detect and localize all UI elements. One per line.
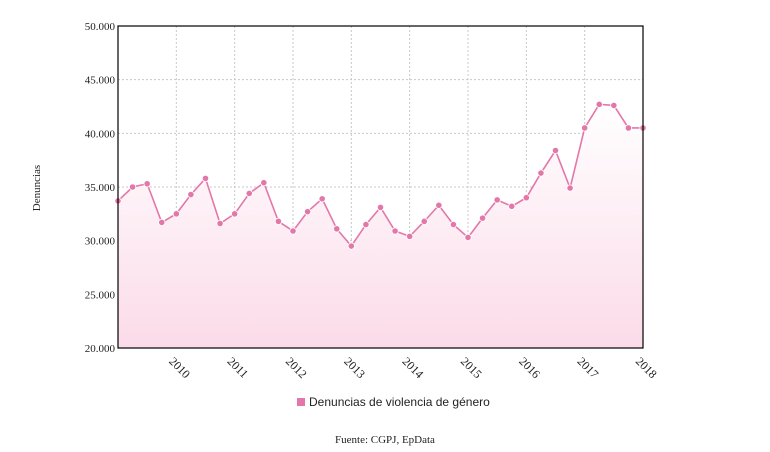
y-tick-label: 50.000: [85, 21, 116, 33]
data-point[interactable]: [478, 214, 487, 222]
data-point[interactable]: [260, 179, 268, 187]
x-tick-label: 2014: [400, 354, 427, 381]
legend[interactable]: Denuncias de violencia de género: [297, 395, 490, 409]
data-point[interactable]: [508, 202, 516, 210]
data-point[interactable]: [216, 219, 224, 228]
data-point[interactable]: [551, 146, 560, 155]
y-tick-label: 25.000: [85, 289, 116, 301]
x-tick-label: 2011: [225, 354, 252, 381]
data-point[interactable]: [201, 174, 210, 183]
y-tick-label: 30.000: [85, 236, 116, 248]
data-point[interactable]: [143, 180, 151, 188]
y-tick-label: 40.000: [85, 128, 116, 140]
data-point[interactable]: [610, 101, 618, 110]
data-point[interactable]: [406, 232, 414, 240]
y-axis-label: Denuncias: [31, 165, 43, 211]
data-point[interactable]: [303, 208, 312, 216]
data-point[interactable]: [289, 227, 297, 235]
data-point[interactable]: [362, 220, 370, 229]
data-point[interactable]: [464, 233, 472, 242]
data-point[interactable]: [537, 169, 545, 177]
x-tick-label: 2012: [283, 354, 310, 381]
legend-swatch: [297, 398, 305, 406]
data-point[interactable]: [274, 217, 283, 225]
y-axis-ticks: 20.000 25.000 30.000 35.000 40.000 45.000 50.0…: [85, 21, 116, 355]
y-tick-label: 45.000: [85, 75, 116, 87]
data-point[interactable]: [376, 203, 385, 211]
series-area: [118, 104, 643, 348]
data-point[interactable]: [245, 189, 253, 198]
data-point[interactable]: [435, 201, 443, 209]
data-point[interactable]: [522, 194, 530, 202]
data-point[interactable]: [333, 225, 341, 233]
data-point[interactable]: [318, 195, 326, 203]
x-tick-label: 2016: [516, 354, 543, 381]
data-point[interactable]: [566, 184, 574, 192]
data-point[interactable]: [493, 196, 501, 204]
plot-frame: [117, 25, 644, 349]
data-point[interactable]: [449, 220, 458, 229]
data-point[interactable]: [347, 242, 355, 250]
x-tick-label: 2015: [458, 354, 485, 381]
x-tick-label: 2010: [166, 354, 193, 381]
data-point[interactable]: [624, 124, 633, 132]
data-point[interactable]: [158, 218, 166, 227]
x-tick-label: 2018: [633, 354, 660, 381]
data-point[interactable]: [581, 124, 589, 132]
data-point[interactable]: [128, 183, 137, 191]
source-note: Fuente: CGPJ, EpData: [335, 434, 435, 446]
data-point[interactable]: [391, 227, 399, 235]
x-tick-label: 2017: [575, 354, 602, 381]
data-point[interactable]: [420, 217, 428, 225]
y-tick-label: 35.000: [85, 182, 116, 194]
data-point[interactable]: [595, 100, 603, 108]
data-point[interactable]: [187, 190, 195, 199]
y-tick-label: 20.000: [85, 343, 116, 355]
x-tick-label: 2013: [341, 354, 368, 381]
data-point[interactable]: [231, 210, 239, 218]
data-point[interactable]: [172, 210, 180, 218]
legend-label: Denuncias de violencia de género: [309, 395, 490, 409]
x-axis-ticks: 2010 2011 2012 2013 2014 2015 2016 2017 2018: [166, 354, 660, 381]
